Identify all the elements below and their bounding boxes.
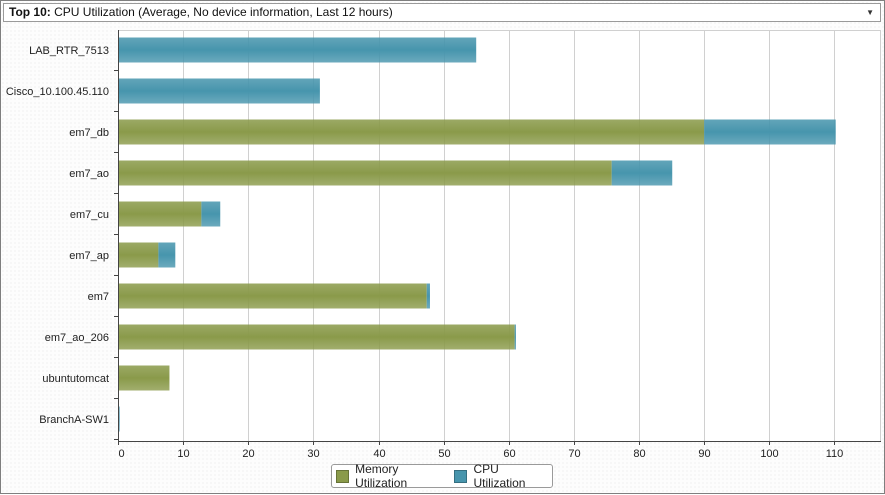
bar-cpu bbox=[514, 324, 516, 350]
bar-cpu bbox=[118, 406, 120, 432]
category-label: ubuntutomcat bbox=[42, 373, 109, 385]
bar-memory bbox=[118, 365, 170, 391]
x-tick-label: 80 bbox=[633, 448, 645, 460]
bar-cpu bbox=[426, 283, 430, 309]
x-tick-label: 60 bbox=[503, 448, 515, 460]
category-label: em7_ao bbox=[69, 168, 109, 180]
category-label: em7_ao_206 bbox=[45, 332, 109, 344]
x-tick-label: 50 bbox=[438, 448, 450, 460]
bar-memory bbox=[118, 242, 159, 268]
legend-item[interactable]: Memory Utilization bbox=[336, 462, 446, 490]
bar-cpu bbox=[118, 78, 320, 104]
category-label: em7_db bbox=[69, 127, 109, 139]
bar-cpu bbox=[158, 242, 176, 268]
chart-title: CPU Utilization (Average, No device info… bbox=[50, 5, 393, 19]
title-prefix: Top 10: bbox=[9, 5, 51, 19]
category-label: em7_cu bbox=[70, 209, 109, 221]
chart-legend: Memory Utilization CPU Utilization bbox=[331, 462, 553, 490]
bar-memory bbox=[118, 119, 705, 145]
bar-memory bbox=[118, 160, 612, 186]
x-tick-label: 110 bbox=[826, 448, 844, 460]
x-tick-label: 100 bbox=[760, 448, 778, 460]
chart-selector-dropdown[interactable]: Top 10: CPU Utilization (Average, No dev… bbox=[3, 3, 881, 22]
bar-memory bbox=[118, 201, 202, 227]
chevron-down-icon[interactable]: ▼ bbox=[866, 8, 874, 17]
category-label: Cisco_10.100.45.110 bbox=[6, 86, 109, 98]
bar-memory bbox=[118, 283, 427, 309]
x-tick-label: 20 bbox=[242, 448, 254, 460]
bar-memory bbox=[118, 324, 515, 350]
bar-cpu bbox=[611, 160, 673, 186]
legend-label: Memory Utilization bbox=[355, 462, 408, 490]
x-tick-label: 10 bbox=[177, 448, 189, 460]
x-tick-label: 70 bbox=[568, 448, 580, 460]
x-tick-label: 40 bbox=[373, 448, 385, 460]
category-label: LAB_RTR_7513 bbox=[29, 45, 109, 57]
legend-label: CPU Utilization bbox=[473, 462, 526, 490]
category-label: BranchA-SW1 bbox=[39, 414, 109, 426]
category-label: em7_ap bbox=[69, 250, 109, 262]
category-label: em7 bbox=[88, 291, 109, 303]
x-tick-label: 30 bbox=[307, 448, 319, 460]
bar-cpu bbox=[118, 37, 477, 63]
x-tick-label: 0 bbox=[118, 448, 124, 460]
x-tick-label: 90 bbox=[698, 448, 710, 460]
legend-item[interactable]: CPU Utilization bbox=[454, 462, 548, 490]
legend-swatch bbox=[336, 469, 350, 483]
bar-cpu bbox=[704, 119, 836, 145]
bar-cpu bbox=[201, 201, 221, 227]
legend-swatch bbox=[454, 469, 468, 483]
